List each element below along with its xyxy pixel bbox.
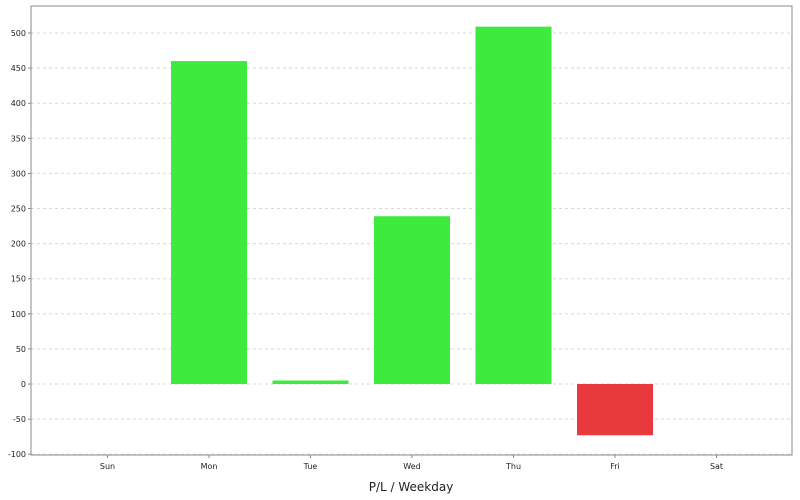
- bar-thu: [475, 26, 552, 384]
- bar-mon: [171, 61, 247, 384]
- y-tick-label: 450: [11, 64, 26, 73]
- y-tick-label: 50: [16, 345, 26, 354]
- x-tick-label-fri: Fri: [610, 462, 620, 471]
- x-axis-title: P/L / Weekday: [369, 480, 454, 494]
- x-tick-label-mon: Mon: [201, 462, 218, 471]
- y-tick-labels: -100 -50 0 50 100 150 200 250 300 350 400 450 500: [8, 29, 31, 459]
- y-tick-label: 300: [11, 169, 26, 178]
- y-tick-label: 400: [11, 99, 26, 108]
- y-tick-label: 500: [11, 29, 26, 38]
- x-tick-label-tue: Tue: [303, 462, 318, 471]
- bar-wed: [374, 216, 450, 384]
- y-tick-label: -50: [13, 415, 26, 424]
- x-tick-label-thu: Thu: [505, 462, 521, 471]
- y-tick-label: 150: [11, 275, 26, 284]
- x-tick-label-wed: Wed: [403, 462, 420, 471]
- y-tick-label: 100: [11, 310, 26, 319]
- y-tick-label: 200: [11, 240, 26, 249]
- bars: [171, 26, 653, 436]
- y-tick-label: -100: [8, 450, 26, 459]
- bar-fri: [577, 384, 653, 436]
- bar-tue: [272, 380, 349, 384]
- y-tick-label: 250: [11, 205, 26, 214]
- y-tick-label: 0: [21, 380, 26, 389]
- y-tick-label: 350: [11, 134, 26, 143]
- x-tick-labels: Sun Mon Tue Wed Thu Fri Sat: [100, 455, 723, 471]
- x-tick-label-sat: Sat: [710, 462, 723, 471]
- x-tick-label-sun: Sun: [100, 462, 115, 471]
